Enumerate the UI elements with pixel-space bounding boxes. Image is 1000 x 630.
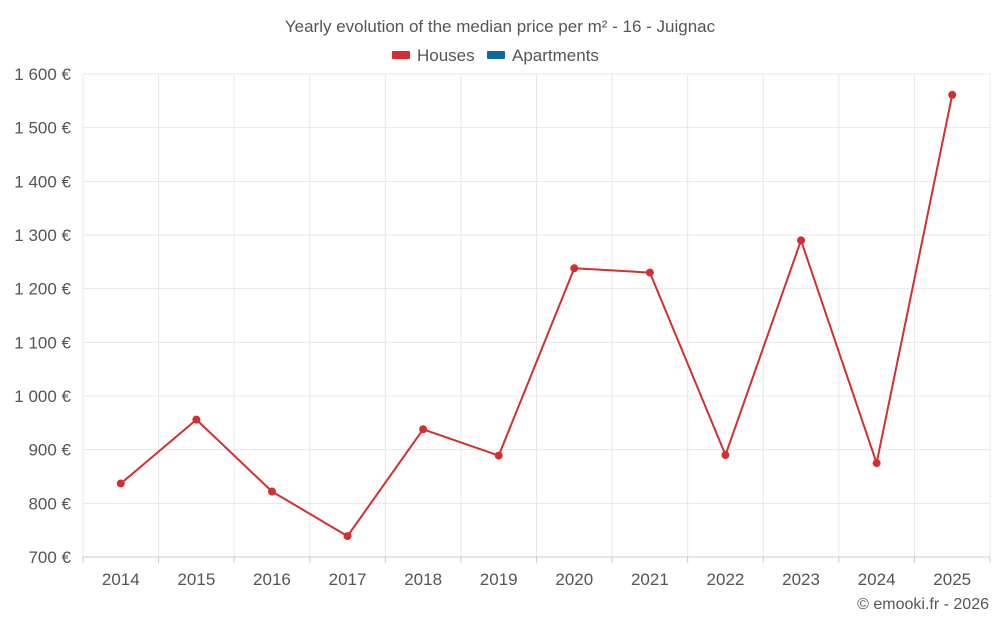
- data-point-houses[interactable]: [645, 268, 654, 277]
- x-tick-label: 2020: [555, 570, 593, 589]
- legend-swatch-houses: [392, 51, 410, 59]
- y-tick-label: 700 €: [28, 548, 71, 567]
- series-layer: [116, 90, 957, 541]
- x-tick-label: 2022: [707, 570, 745, 589]
- legend-swatch-apartments: [487, 51, 505, 59]
- x-tick-label: 2023: [782, 570, 820, 589]
- series-line-houses: [120, 94, 954, 538]
- y-tick-label: 900 €: [28, 441, 71, 460]
- y-tick-label: 1 200 €: [14, 280, 71, 299]
- x-tick-label: 2021: [631, 570, 669, 589]
- x-tick-label: 2015: [177, 570, 215, 589]
- data-point-houses[interactable]: [948, 90, 957, 99]
- axis-layer: [82, 556, 991, 563]
- data-point-houses[interactable]: [494, 451, 503, 460]
- credit-text: © emooki.fr - 2026: [857, 596, 989, 613]
- x-tick-label: 2018: [404, 570, 442, 589]
- data-point-houses[interactable]: [721, 451, 730, 460]
- data-point-houses[interactable]: [192, 415, 201, 424]
- y-tick-label: 1 600 €: [14, 65, 71, 84]
- data-point-houses[interactable]: [570, 264, 579, 273]
- legend-item-houses[interactable]: Houses: [392, 46, 475, 65]
- y-tick-label: 1 400 €: [14, 172, 71, 191]
- legend: Houses Apartments: [392, 46, 599, 65]
- data-point-houses[interactable]: [116, 479, 125, 488]
- data-point-houses[interactable]: [267, 487, 276, 496]
- x-tick-label: 2025: [933, 570, 971, 589]
- x-tick-label: 2017: [329, 570, 367, 589]
- legend-label-apartments: Apartments: [512, 46, 599, 65]
- x-tick-label: 2016: [253, 570, 291, 589]
- data-point-houses[interactable]: [419, 425, 428, 434]
- data-point-houses[interactable]: [797, 236, 806, 245]
- grid-layer: [82, 73, 991, 557]
- chart-title: Yearly evolution of the median price per…: [285, 17, 716, 36]
- data-point-houses[interactable]: [343, 532, 352, 541]
- data-point-houses[interactable]: [872, 459, 881, 468]
- x-tick-label: 2014: [102, 570, 140, 589]
- y-tick-label: 1 100 €: [14, 333, 71, 352]
- y-tick-label: 800 €: [28, 494, 71, 513]
- legend-item-apartments[interactable]: Apartments: [487, 46, 599, 65]
- y-tick-label: 1 500 €: [14, 119, 71, 138]
- x-tick-label: 2024: [858, 570, 896, 589]
- y-tick-label: 1 000 €: [14, 387, 71, 406]
- y-tick-label: 1 300 €: [14, 226, 71, 245]
- legend-label-houses: Houses: [417, 46, 475, 65]
- y-axis-ticks: 700 € 800 € 900 € 1 000 € 1 100 € 1 200 € 1 30…: [14, 65, 71, 567]
- x-axis-ticks: 2014 2015 2016 2017 2018 2019 2020 2021 2022 2023…: [102, 570, 971, 589]
- x-tick-label: 2019: [480, 570, 518, 589]
